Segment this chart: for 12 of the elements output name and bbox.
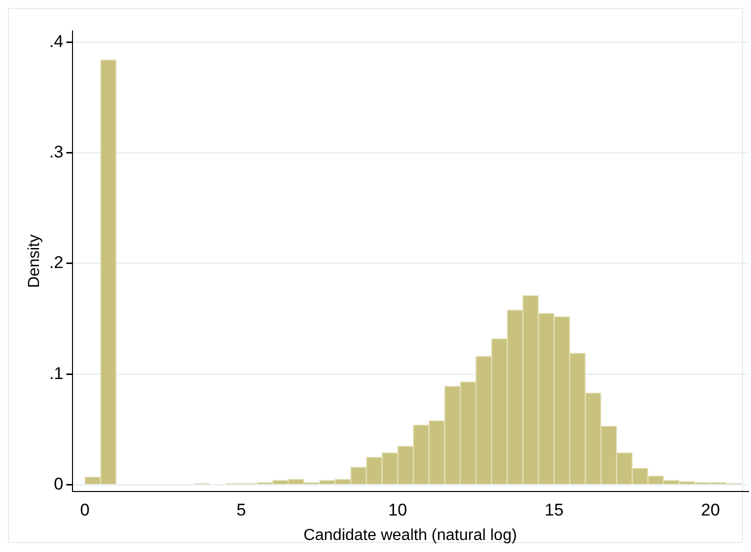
- y-tick-label: 0: [54, 474, 64, 494]
- x-tick-label: 0: [80, 500, 90, 520]
- y-tick-label: .1: [49, 364, 64, 383]
- x-tick-label: 5: [236, 500, 246, 520]
- y-tick-label: .4: [49, 32, 64, 51]
- y-axis-title: Density: [26, 234, 44, 288]
- x-tick-label: 15: [544, 500, 564, 520]
- x-tick-label: 10: [388, 500, 408, 520]
- x-tick-label: 20: [701, 500, 720, 520]
- y-tick-label: .2: [49, 253, 64, 272]
- y-tick-label: .3: [49, 142, 64, 162]
- x-axis-title: Candidate wealth (natural log): [303, 526, 517, 544]
